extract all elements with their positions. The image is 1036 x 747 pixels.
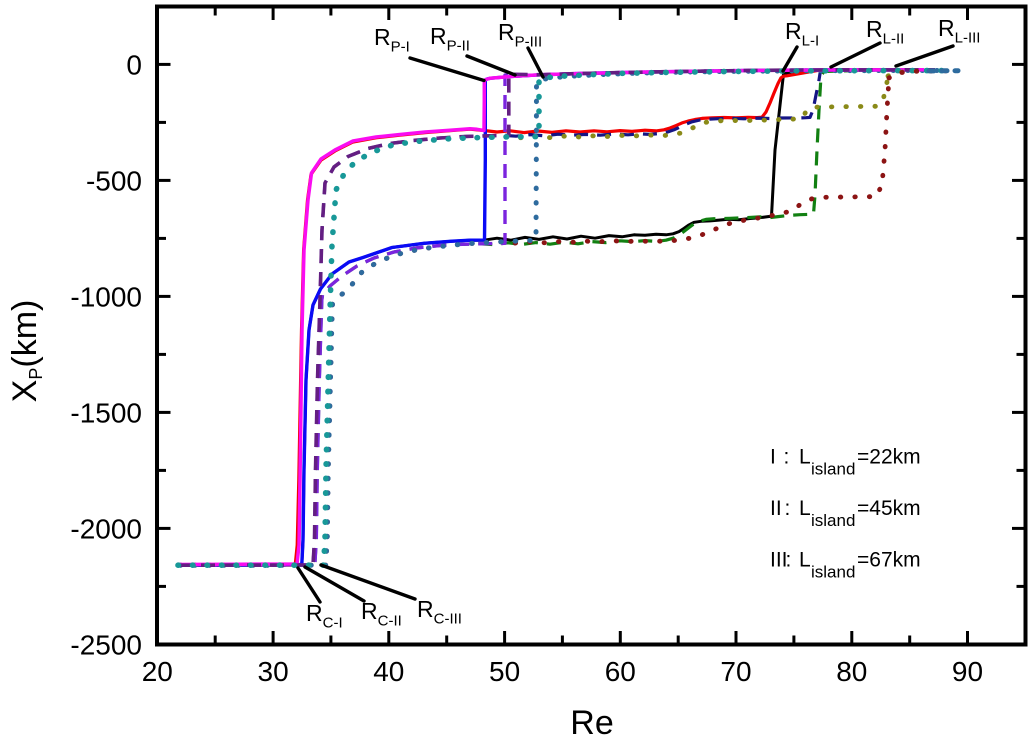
svg-text:-1000: -1000	[70, 281, 142, 312]
svg-text:Re: Re	[570, 704, 613, 742]
svg-text:80: 80	[836, 656, 867, 687]
svg-text:-2500: -2500	[70, 629, 142, 660]
svg-text:RC-III: RC-III	[417, 596, 462, 628]
svg-text:-2000: -2000	[70, 513, 142, 544]
svg-text:-1500: -1500	[70, 397, 142, 428]
svg-text:60: 60	[605, 656, 636, 687]
svg-text:40: 40	[373, 656, 404, 687]
svg-text:20: 20	[142, 656, 173, 687]
svg-text:90: 90	[952, 656, 983, 687]
svg-text:70: 70	[720, 656, 751, 687]
svg-text:50: 50	[489, 656, 520, 687]
svg-text:XP(km): XP(km)	[6, 300, 46, 403]
svg-text:0: 0	[126, 49, 142, 80]
svg-text:30: 30	[258, 656, 289, 687]
svg-text:-500: -500	[86, 165, 142, 196]
